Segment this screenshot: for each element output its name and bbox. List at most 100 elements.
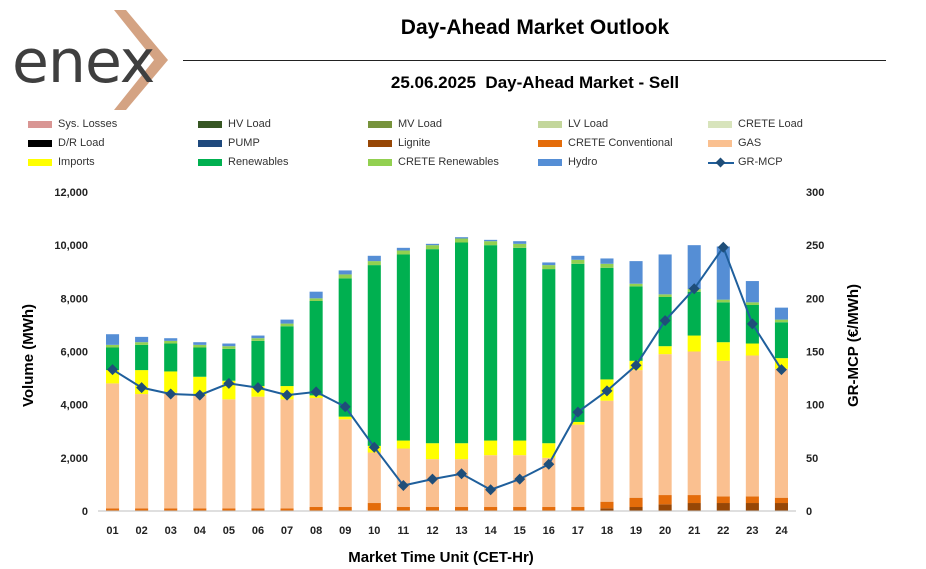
bar-segment-gas — [309, 398, 323, 508]
bar-segment-crete-renewables — [774, 319, 789, 323]
legend-label: PUMP — [228, 137, 260, 149]
legend-label: GAS — [738, 137, 762, 149]
bar-segment-lignite — [745, 503, 759, 511]
bar-segment-renewables — [396, 254, 410, 441]
bar-segment-hydro — [658, 254, 672, 295]
x-axis-tick-label: 10 — [368, 525, 380, 537]
legend-label: Imports — [58, 156, 95, 168]
gr-mcp-point — [659, 315, 671, 327]
y2-axis-tick-label: 300 — [806, 187, 824, 199]
bar-segment-imports — [716, 342, 730, 361]
x-axis-tick-label: 22 — [717, 525, 729, 537]
bar-segment-renewables — [716, 302, 730, 343]
bar-segment-crete-conventional — [193, 508, 207, 511]
bar-segment-crete-conventional — [222, 508, 236, 511]
bar-segment-lignite — [687, 503, 701, 511]
bar-segment-crete-renewables — [454, 238, 469, 243]
bar-segment-hydro — [571, 255, 585, 260]
bar-segment-renewables — [251, 340, 265, 387]
bar-segment-crete-conventional — [425, 507, 440, 511]
y-axis-tick-label: 12,000 — [54, 187, 88, 199]
bar-segment-crete-renewables — [135, 342, 149, 345]
y2-axis-title: GR-MCP (€/MWh) — [845, 284, 862, 407]
enex-logo: enex — [8, 10, 168, 110]
gr-mcp-point — [688, 283, 700, 295]
y-axis-tick-label: 8,000 — [60, 293, 88, 305]
logo-text: enex — [12, 27, 155, 97]
bar-segment-gas — [367, 452, 381, 504]
bar-segment-crete-conventional — [367, 503, 381, 511]
bar-segment-crete-conventional — [105, 508, 120, 511]
bar-segment-renewables — [338, 278, 352, 417]
bar-segment-crete-renewables — [222, 346, 236, 349]
bar-segment-crete-renewables — [193, 344, 207, 348]
y-axis-tick-label: 2,000 — [60, 453, 88, 465]
bar-segment-crete-conventional — [629, 497, 643, 508]
y-axis-tick-label: 10,000 — [54, 240, 88, 252]
bar-segment-renewables — [309, 300, 323, 396]
bar-segment-crete-conventional — [571, 507, 585, 511]
bar-segment-crete-renewables — [658, 294, 672, 298]
legend-diamond-marker — [715, 157, 726, 168]
legend-swatch — [708, 140, 732, 147]
x-axis-tick-label: 15 — [514, 525, 526, 537]
bar-segment-crete-conventional — [454, 507, 469, 511]
bar-segment-crete-conventional — [716, 496, 730, 504]
bar-segment-renewables — [454, 242, 469, 444]
x-axis-tick-label: 08 — [310, 525, 322, 537]
x-axis-tick-label: 13 — [455, 525, 467, 537]
bar-segment-hydro — [193, 342, 207, 345]
gr-mcp-point — [107, 364, 119, 376]
x-axis-tick-label: 21 — [688, 525, 700, 537]
bar-segment-hydro — [135, 336, 149, 343]
bar-segment-imports — [105, 370, 120, 384]
legend-label: MV Load — [398, 118, 443, 130]
bar-segment-crete-conventional — [687, 495, 701, 504]
bar-segment-renewables — [484, 245, 498, 441]
y-axis-tick-label: 0 — [82, 506, 88, 518]
bar-segment-crete-renewables — [745, 302, 759, 305]
gr-mcp-point — [368, 441, 380, 453]
bar-segment-imports — [687, 335, 701, 352]
bar-segment-lignite — [774, 503, 789, 511]
bar-segment-gas — [745, 355, 759, 497]
bar-segment-hydro — [745, 281, 759, 303]
bar-segment-hydro — [280, 319, 294, 324]
bar-segment-crete-renewables — [280, 323, 294, 327]
gr-mcp-point — [775, 364, 787, 376]
gr-mcp-point — [746, 318, 758, 330]
chart-subtitle: 25.06.2025 Day-Ahead Market - Sell — [390, 73, 680, 92]
legend-label: Sys. Losses — [58, 118, 118, 130]
bar-segment-renewables — [164, 343, 178, 372]
bar-segment-gas — [135, 394, 149, 509]
x-axis-tick-label: 04 — [194, 525, 207, 537]
bar-segment-crete-renewables — [251, 338, 265, 341]
gr-mcp-point — [194, 389, 206, 401]
bar-segment-renewables — [222, 348, 236, 381]
bar-segment-gas — [105, 383, 120, 509]
bar-segment-hydro — [454, 237, 469, 239]
legend-swatch — [198, 121, 222, 128]
gr-mcp-point — [310, 386, 322, 398]
gr-mcp-point — [717, 241, 729, 253]
bar-segment-gas — [716, 360, 730, 497]
bar-segment-imports — [454, 443, 469, 460]
bar-segment-gas — [164, 392, 178, 509]
bar-segment-gas — [629, 370, 643, 498]
bar-segment-lignite — [600, 508, 614, 511]
bar-segment-lignite — [716, 503, 730, 511]
bar-segment-gas — [396, 448, 410, 508]
x-axis-tick-label: 16 — [543, 525, 555, 537]
bar-segment-gas — [571, 424, 585, 508]
bar-segment-hydro — [309, 291, 323, 299]
bar-segment-crete-renewables — [600, 263, 614, 268]
bar-segment-crete-renewables — [513, 243, 527, 248]
x-axis-tick-label: 01 — [106, 525, 118, 537]
bar-segment-hydro — [367, 255, 381, 262]
gr-mcp-line — [112, 245, 783, 491]
bar-segment-imports — [425, 443, 440, 460]
bar-segment-hydro — [396, 247, 410, 251]
bar-segment-crete-renewables — [484, 241, 498, 246]
gr-mcp-point — [426, 473, 438, 485]
bar-segment-crete-renewables — [542, 265, 556, 270]
